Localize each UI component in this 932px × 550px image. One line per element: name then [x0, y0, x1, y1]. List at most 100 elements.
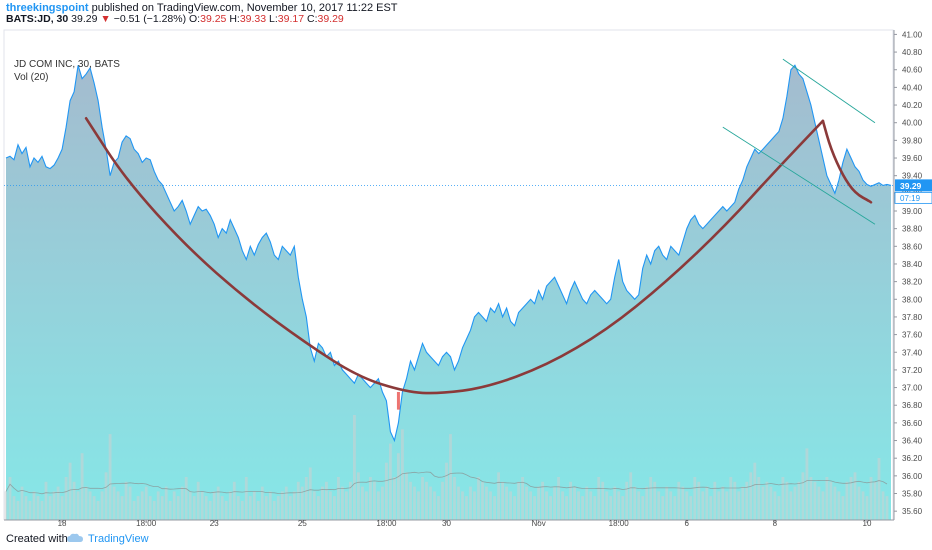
volume-bar: [813, 481, 817, 520]
volume-bar: [505, 486, 508, 520]
volume-bar: [200, 491, 204, 520]
volume-bar: [92, 496, 96, 520]
low-value: 39.17: [277, 13, 305, 25]
y-tick-label: 36.20: [902, 454, 923, 463]
x-axis-bg: [0, 520, 894, 526]
y-tick-label: 41.00: [902, 30, 923, 39]
volume-bar: [873, 481, 877, 520]
volume-bar: [72, 481, 76, 520]
x-tick-label: 18: [58, 519, 67, 526]
published-text: published on TradingView.com, November 1…: [91, 2, 398, 14]
volume-bar: [228, 491, 232, 520]
volume-bar: [541, 481, 544, 520]
chart-area[interactable]: 41.00 40.80 40.60 40.40 40.20 40.00 39.80 39.60…: [0, 26, 932, 526]
y-tick-label: 39.40: [902, 172, 923, 181]
volume-bar: [385, 462, 388, 520]
volume-bar: [176, 496, 180, 520]
volume-bar: [821, 491, 825, 520]
volume-bar: [280, 491, 284, 520]
volume-bar: [665, 486, 669, 520]
volume-bar: [256, 500, 260, 520]
volume-bar: [801, 472, 805, 520]
price-chart-svg[interactable]: 41.00 40.80 40.60 40.40 40.20 40.00 39.80 39.60…: [0, 26, 932, 526]
volume-bar: [32, 491, 36, 520]
symbol-label: BATS:JD, 30: [6, 13, 69, 25]
volume-bar: [381, 486, 384, 520]
volume-bar: [180, 486, 184, 520]
volume-bar: [681, 486, 685, 520]
volume-bar: [12, 496, 16, 520]
volume-bar: [132, 500, 136, 520]
volume-bar: [292, 491, 296, 520]
volume-bar: [16, 500, 20, 520]
volume-bar: [60, 496, 64, 520]
volume-bar: [393, 477, 396, 520]
volume-bar: [625, 481, 629, 520]
volume-bar: [745, 481, 749, 520]
volume-bar: [597, 477, 601, 520]
volume-bar: [857, 486, 861, 520]
volume-bar: [108, 434, 112, 520]
x-tick-label: 18:00: [609, 519, 630, 526]
volume-bar: [701, 491, 705, 520]
volume-bar: [837, 491, 841, 520]
tradingview-brand[interactable]: TradingView: [88, 533, 149, 545]
volume-bar: [805, 448, 809, 520]
x-tick-label: 23: [210, 519, 219, 526]
volume-bar: [216, 486, 220, 520]
volume-bar: [561, 491, 564, 520]
y-tick-label: 36.80: [902, 401, 923, 410]
volume-bar: [785, 481, 789, 520]
volume-bar: [156, 491, 160, 520]
volume-bar: [401, 429, 404, 520]
y-tick-label: 35.80: [902, 490, 923, 499]
volume-bar: [397, 453, 400, 520]
y-tick-label: 37.60: [902, 331, 923, 340]
volume-bar: [645, 486, 649, 520]
x-tick-label: 10: [863, 519, 872, 526]
volume-bar: [885, 496, 889, 520]
volume-bar: [453, 477, 456, 520]
y-tick-label: 38.00: [902, 295, 923, 304]
x-tick-label: 8: [773, 519, 778, 526]
channel-upper-line: [782, 58, 876, 124]
volume-bar: [457, 486, 460, 520]
y-tick-label: 38.40: [902, 260, 923, 269]
change-value: −0.51 (−1.28%): [113, 13, 187, 25]
volume-bar: [621, 496, 625, 520]
volume-bar: [152, 500, 156, 520]
volume-bar: [649, 477, 653, 520]
volume-bar: [341, 486, 344, 520]
volume-bar: [713, 481, 717, 520]
last-price: 39.29: [71, 13, 98, 25]
volume-bar: [64, 477, 68, 520]
volume-bar: [549, 496, 552, 520]
volume-bar: [545, 491, 548, 520]
volume-bar: [737, 491, 741, 520]
volume-bar: [369, 477, 372, 520]
volume-bar: [48, 496, 52, 520]
x-tick-label: 25: [298, 519, 307, 526]
volume-bar: [589, 491, 593, 520]
volume-bar: [757, 477, 761, 520]
volume-bar: [573, 486, 576, 520]
volume-bar: [236, 496, 240, 520]
volume-bar: [100, 491, 104, 520]
author-link[interactable]: threekingspoint: [6, 2, 89, 14]
volume-bar: [793, 486, 797, 520]
volume-ma-line: [5, 471, 888, 495]
volume-bar: [409, 481, 412, 520]
volume-bar: [240, 500, 244, 520]
volume-bar: [268, 491, 272, 520]
volume-bar: [377, 491, 380, 520]
volume-bar: [232, 481, 236, 520]
volume-bar: [673, 496, 677, 520]
volume-bar: [20, 486, 24, 520]
y-tick-label: 40.60: [902, 66, 923, 75]
y-tick-label: 40.20: [902, 101, 923, 110]
volume-bar: [717, 491, 721, 520]
volume-bar: [361, 486, 364, 520]
volume-bar: [697, 481, 701, 520]
volume-bar: [80, 453, 84, 520]
last-price-label: 39.29: [900, 181, 922, 191]
